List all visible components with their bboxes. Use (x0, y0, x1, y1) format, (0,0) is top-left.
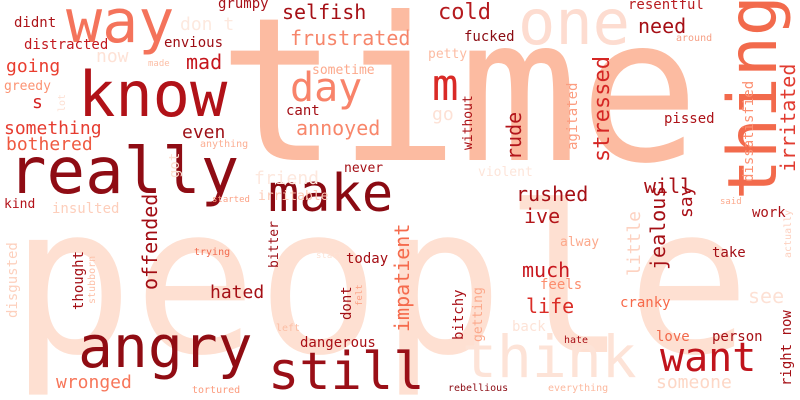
cloud-word: resentful (628, 0, 704, 13)
cloud-word: stubborn (87, 255, 98, 304)
cloud-word: know (78, 58, 228, 131)
cloud-word: petty (428, 47, 468, 62)
cloud-word: make (268, 164, 394, 224)
cloud-word: now (96, 46, 129, 67)
cloud-word: impatient (390, 223, 414, 332)
cloud-word: bothered (6, 134, 93, 155)
cloud-word: alway (560, 235, 600, 250)
cloud-word: even (182, 122, 226, 143)
cloud-word: frustrated (290, 26, 411, 50)
cloud-word: tortured (192, 385, 241, 396)
cloud-word: person (712, 329, 763, 345)
cloud-word: say (676, 185, 697, 218)
cloud-word: something (4, 118, 102, 139)
cloud-word: need (638, 14, 687, 38)
cloud-word: day (290, 65, 363, 111)
cloud-word: made (148, 59, 170, 69)
cloud-word: disgusted (5, 242, 21, 318)
cloud-word: don t (180, 14, 235, 35)
cloud-word: around (676, 33, 713, 44)
cloud-word: want (660, 335, 757, 381)
cloud-word: never (344, 161, 384, 176)
cloud-word: trying (194, 247, 231, 258)
cloud-word: thought (71, 250, 87, 310)
cloud-word: mad (186, 50, 223, 74)
cloud-word: go (432, 104, 454, 125)
cloud-word: start (316, 251, 344, 261)
cloud-word: love (656, 329, 690, 345)
cloud-word: rushed (516, 182, 589, 206)
cloud-word: got (167, 152, 183, 178)
cloud-word: think (462, 323, 637, 391)
cloud-word: will (644, 174, 693, 198)
cloud-word: insulted (52, 201, 120, 217)
cloud-word: getting (471, 287, 486, 342)
cloud-word: way (66, 0, 175, 57)
cloud-word: cranky (620, 295, 671, 311)
cloud-word: jealous (646, 185, 670, 270)
cloud-word: dissatisfied (741, 80, 757, 182)
cloud-word: said (720, 197, 742, 207)
cloud-word: kind (4, 197, 36, 212)
cloud-word: rebellious (448, 383, 509, 394)
cloud-word: dangerous (300, 335, 376, 351)
cloud-word: greedy (4, 79, 51, 94)
cloud-word: anything (200, 139, 249, 150)
cloud-word: started (212, 195, 250, 205)
cloud-word: right now (779, 310, 795, 386)
cloud-word: grumpy (218, 0, 269, 12)
cloud-word: actually (783, 209, 794, 258)
cloud-word: didnt (14, 15, 57, 31)
cloud-word: irritated (776, 63, 800, 172)
cloud-word: irritable (258, 189, 329, 204)
cloud-word: stressed (590, 56, 615, 162)
cloud-word: pissed (664, 111, 715, 127)
cloud-word: offended (138, 193, 162, 290)
cloud-word: bitter (267, 221, 282, 268)
cloud-word: left (276, 323, 301, 334)
cloud-word: rude (502, 111, 526, 160)
cloud-word: without (461, 95, 476, 150)
cloud-word: hated (210, 282, 265, 303)
cloud-word: one (518, 0, 630, 59)
cloud-word: m (432, 60, 459, 111)
cloud-word: felt (355, 284, 365, 306)
cloud-word: distracted (24, 37, 109, 53)
cloud-word: much (522, 258, 571, 282)
cloud-word: everything (548, 383, 609, 394)
cloud-word: ive (524, 204, 561, 228)
cloud-word: still (268, 342, 425, 400)
cloud-word: see (748, 284, 785, 308)
cloud-word: angry (78, 313, 253, 381)
cloud-word: people (10, 163, 751, 400)
cloud-word: annoyed (296, 116, 381, 140)
cloud-word: someone (656, 372, 732, 393)
cloud-word: cold (438, 0, 491, 25)
cloud-word: violent (478, 165, 533, 180)
cloud-word: take (712, 245, 746, 261)
cloud-word: back (512, 319, 546, 335)
cloud-word: s (32, 92, 43, 113)
cloud-word: friend (254, 168, 320, 189)
cloud-word: going (6, 56, 61, 77)
cloud-word: agitated (565, 82, 581, 150)
cloud-word: time (218, 0, 700, 208)
cloud-word: dont (339, 286, 355, 320)
cloud-word: life (526, 294, 575, 318)
cloud-word: really (8, 135, 240, 209)
cloud-word: feels (540, 277, 583, 293)
cloud-word: fucked (464, 29, 515, 45)
cloud-word: work (752, 205, 786, 221)
cloud-word: sometime (312, 63, 375, 78)
cloud-word: bitchy (451, 289, 467, 340)
cloud-word: today (346, 251, 389, 267)
cloud-word: little (624, 210, 645, 276)
cloud-word: envious (164, 35, 224, 51)
cloud-word: hate (564, 335, 589, 346)
cloud-word: selfish (282, 0, 367, 24)
cloud-word: lot (57, 93, 68, 112)
cloud-word: wronged (56, 372, 132, 393)
cloud-word: cant (286, 103, 320, 119)
